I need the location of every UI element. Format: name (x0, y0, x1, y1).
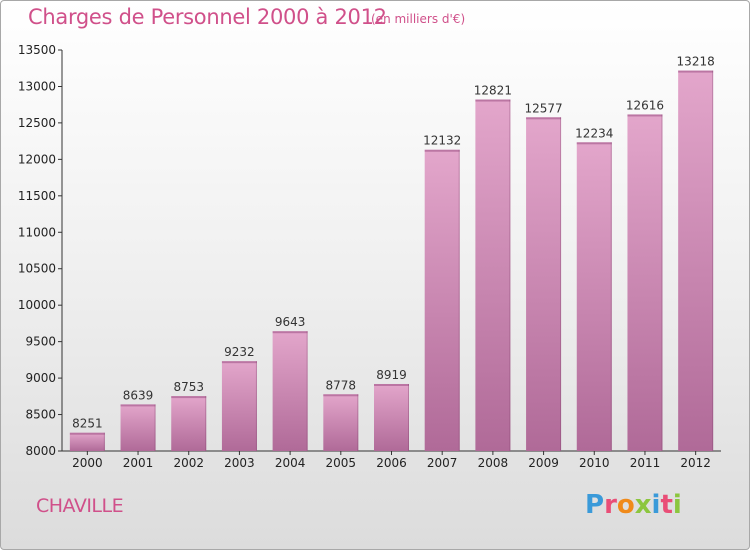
bar (475, 99, 511, 451)
logo-letter: i (672, 490, 682, 520)
bar-value-label: 12132 (423, 134, 461, 148)
x-tick-label: 2011 (630, 456, 661, 470)
bar-value-label: 9643 (275, 315, 306, 329)
x-tick-label: 2003 (224, 456, 255, 470)
bar-value-label: 8919 (376, 368, 407, 382)
bar-value-label: 8778 (326, 378, 357, 392)
x-tick-label: 2008 (478, 456, 509, 470)
bar-right-edge (661, 114, 663, 452)
chart-title: Charges de Personnel 2000 à 2012 (28, 5, 387, 29)
bar-right-edge (712, 70, 714, 451)
bars: 8251 8639 8753 9232 9643 8778 8919 12132 12821 12… (69, 55, 715, 452)
bar-value-label: 12234 (575, 126, 613, 140)
bar-top-edge (424, 149, 460, 152)
y-tick-label: 11000 (18, 225, 56, 239)
bar-top-edge (526, 117, 562, 120)
y-tick-label: 10000 (18, 298, 56, 312)
x-tick-label: 2002 (173, 456, 204, 470)
bar-right-edge (509, 99, 511, 451)
x-tick-label: 2007 (427, 456, 458, 470)
unit-note: (en milliers d'€) (371, 12, 466, 26)
bar (627, 114, 663, 452)
axes: 8000 8500 9000 9500 10000 10500 11000 11500 1200… (18, 43, 721, 470)
y-tick-label: 12000 (18, 152, 56, 166)
logo-letter: r (604, 490, 617, 520)
bar-right-edge (357, 394, 359, 451)
bar (526, 117, 562, 451)
bar-value-label: 8753 (173, 380, 204, 394)
bar-right-edge (610, 142, 612, 451)
bar (678, 70, 714, 451)
bar (424, 149, 460, 452)
bar-top-edge (576, 142, 612, 145)
bar-top-edge (171, 396, 207, 399)
bar-right-edge (205, 396, 207, 451)
bar (323, 394, 359, 451)
y-tick-label: 9000 (25, 371, 56, 385)
y-tick-label: 11500 (18, 189, 56, 203)
x-tick-label: 2009 (528, 456, 559, 470)
x-tick-label: 2000 (72, 456, 103, 470)
bar-top-edge (272, 331, 308, 334)
bar-right-edge (255, 361, 257, 451)
y-tick-label: 8000 (25, 444, 56, 458)
y-tick-label: 13500 (18, 43, 56, 57)
y-tick-label: 8500 (25, 408, 56, 422)
bar-value-label: 9232 (224, 345, 255, 359)
bar-top-edge (678, 70, 714, 73)
bar (374, 383, 409, 451)
bar (576, 142, 612, 451)
x-tick-label: 2012 (680, 456, 711, 470)
bar (120, 404, 156, 451)
bar-right-edge (408, 383, 409, 451)
bar-top-edge (221, 361, 257, 364)
bar-right-edge (154, 404, 156, 451)
x-tick-label: 2005 (326, 456, 357, 470)
bar (221, 361, 257, 451)
bar-value-label: 8639 (123, 388, 154, 402)
bar (272, 331, 308, 451)
bar-right-edge (306, 331, 308, 451)
x-tick-label: 2006 (376, 456, 407, 470)
x-tick-label: 2001 (123, 456, 154, 470)
bar-top-edge (69, 432, 105, 435)
y-tick-label: 10500 (18, 262, 56, 276)
y-tick-label: 13000 (18, 79, 56, 93)
y-tick-label: 12500 (18, 116, 56, 130)
logo-letter: i (651, 490, 661, 520)
logo-letter: P (585, 490, 605, 520)
bar-value-label: 13218 (677, 55, 715, 69)
bar-value-label: 12821 (474, 84, 512, 98)
proxiti-logo[interactable]: Proxiti (585, 490, 682, 520)
logo-letter: o (616, 490, 635, 520)
bar-value-label: 12577 (524, 101, 562, 115)
logo-letter: x (634, 490, 652, 520)
bar-top-edge (120, 404, 156, 407)
y-tick-label: 9500 (25, 335, 56, 349)
bar-top-edge (323, 394, 359, 397)
bar-right-edge (458, 149, 460, 452)
x-tick-label: 2010 (579, 456, 610, 470)
bar-right-edge (560, 117, 562, 451)
bar (171, 396, 207, 451)
bar-top-edge (627, 114, 663, 117)
logo-letter: t (660, 490, 673, 520)
bar-right-edge (103, 432, 105, 451)
bar-value-label: 12616 (626, 98, 664, 112)
commune-name: CHAVILLE (36, 495, 124, 517)
bar (69, 432, 105, 451)
x-tick-label: 2004 (275, 456, 306, 470)
bar-top-edge (374, 383, 409, 386)
bar-top-edge (475, 99, 511, 102)
bar-value-label: 8251 (72, 417, 103, 431)
